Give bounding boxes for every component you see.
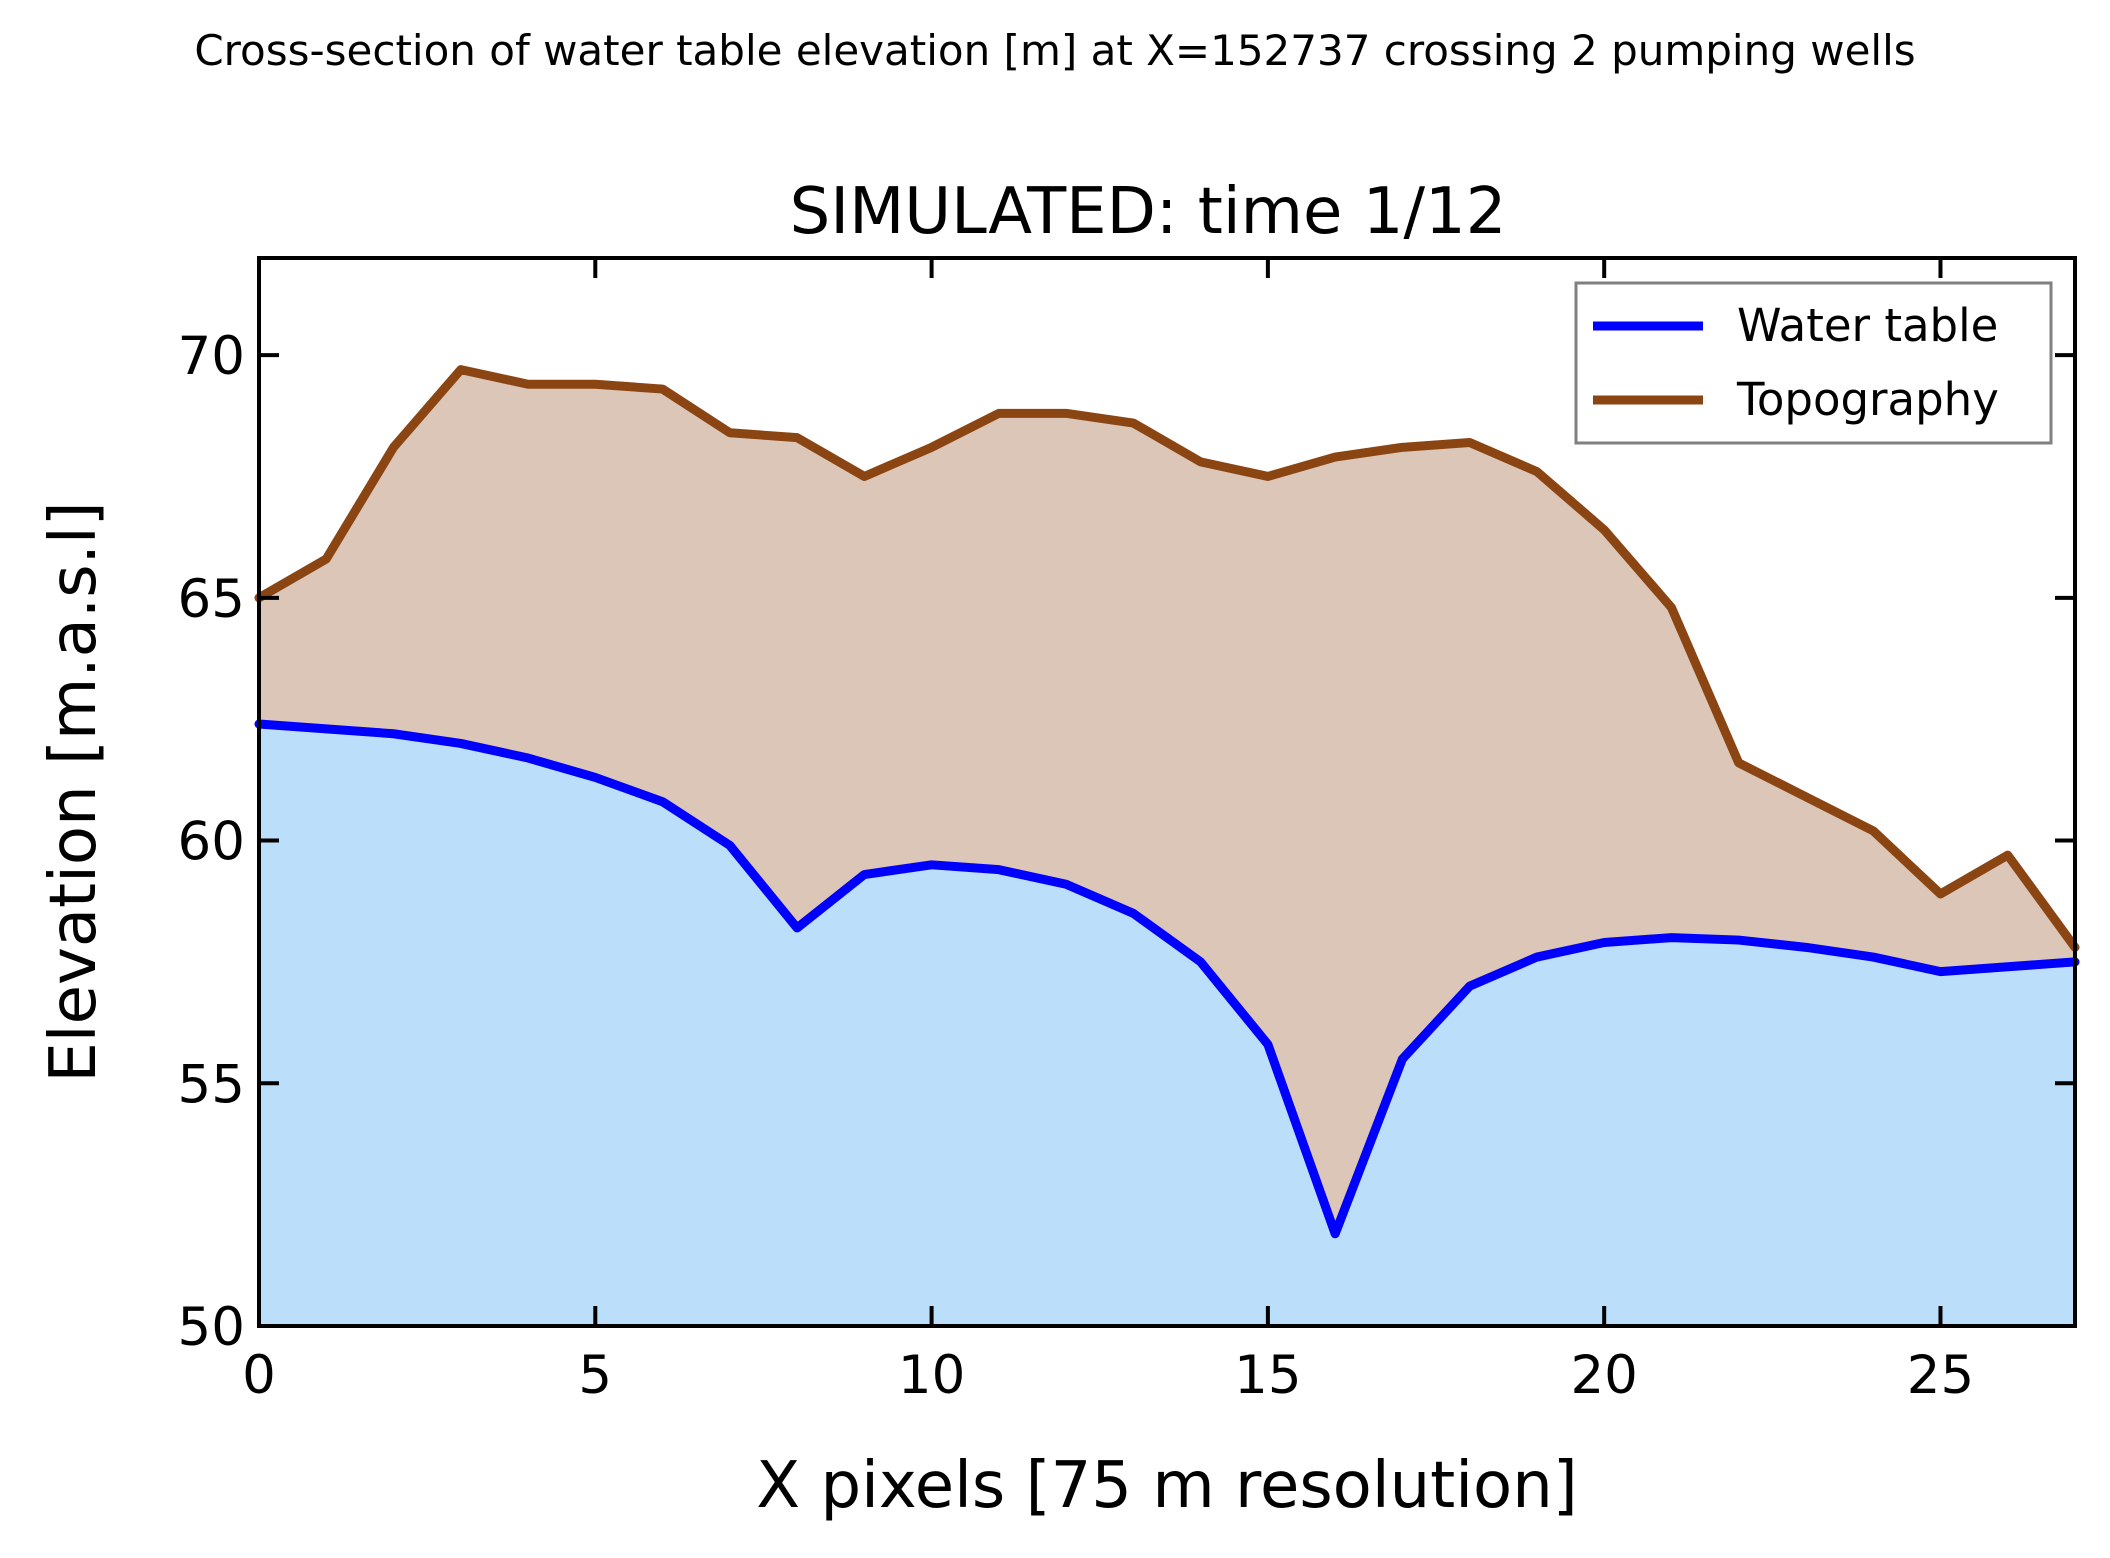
x-tick-label-10: 10 — [898, 1345, 965, 1406]
topography-line — [254, 365, 2080, 952]
legend-box — [1574, 281, 2053, 445]
x-axis-label: X pixels [75 m resolution] — [756, 1449, 1577, 1523]
legend-label-water-table: Water table — [1737, 299, 1998, 352]
figure-suptitle: Cross-section of water table elevation [… — [194, 26, 1915, 75]
plot-frame — [257, 256, 2077, 1328]
y-axis-label: Elevation [m.a.s.l] — [37, 501, 111, 1082]
water-table-line — [254, 719, 2080, 1239]
y-tick-label-55: 55 — [178, 1054, 245, 1115]
series-lines — [254, 365, 2080, 1239]
y-tick-label-50: 50 — [178, 1297, 245, 1358]
y-tick-label-70: 70 — [178, 326, 245, 387]
topography-fill — [259, 369, 2075, 1234]
axis-ticks — [257, 258, 2075, 1328]
axis-tick-labels: 0 5 10 15 20 25 50 55 60 65 70 — [178, 326, 1975, 1406]
area-fills — [259, 369, 2075, 1326]
x-tick-label-5: 5 — [578, 1345, 612, 1406]
legend: Water table Topography — [1574, 281, 2053, 445]
chart-title: SIMULATED: time 1/12 — [790, 175, 1507, 249]
x-tick-label-25: 25 — [1907, 1345, 1974, 1406]
x-tick-label-20: 20 — [1570, 1345, 1637, 1406]
y-tick-label-60: 60 — [178, 812, 245, 873]
x-tick-label-0: 0 — [242, 1345, 276, 1406]
legend-label-topography: Topography — [1736, 373, 1999, 426]
x-tick-label-15: 15 — [1234, 1345, 1301, 1406]
water-table-fill — [259, 724, 2075, 1326]
y-tick-label-65: 65 — [178, 569, 245, 630]
